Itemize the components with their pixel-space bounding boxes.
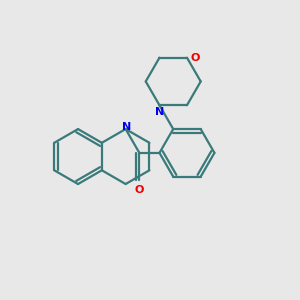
- Text: N: N: [122, 122, 131, 132]
- Text: N: N: [155, 107, 164, 117]
- Text: O: O: [135, 185, 144, 195]
- Text: O: O: [190, 53, 200, 63]
